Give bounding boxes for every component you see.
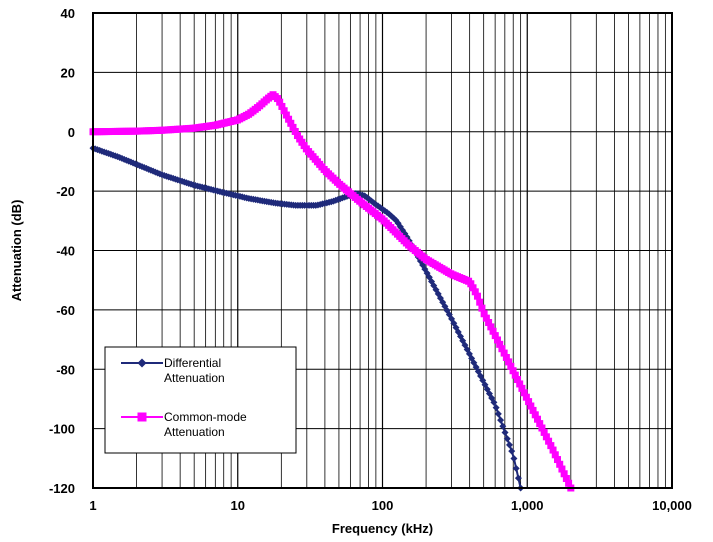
marker-common-mode [565,479,573,487]
marker-common-mode [547,442,555,450]
legend-marker-common-mode [137,412,147,422]
marker-common-mode [280,107,288,115]
marker-common-mode [487,323,495,331]
marker-differential [505,441,513,449]
y-tick-label: -80 [56,362,75,377]
marker-common-mode [480,310,488,318]
marker-differential [497,416,505,424]
marker-common-mode [509,367,517,375]
marker-common-mode [276,98,284,106]
legend-box [104,346,297,454]
marker-common-mode [467,280,475,288]
marker-common-mode [562,475,570,483]
marker-common-mode [485,319,493,327]
marker-common-mode [507,362,515,370]
legend-label-differential-line2: Attenuation [164,371,225,385]
marker-common-mode [549,446,557,454]
marker-common-mode [536,420,544,428]
x-axis-title: Frequency (kHz) [332,521,433,536]
y-tick-label: -120 [49,481,75,496]
marker-common-mode [476,298,484,306]
series-common-mode [89,91,575,492]
y-tick-label: 0 [68,125,75,140]
marker-differential [499,422,507,430]
marker-differential [492,404,500,412]
marker-common-mode [498,345,506,353]
y-tick-label: -40 [56,244,75,259]
legend-label-differential-line1: Differential [164,356,221,370]
y-tick-label: 20 [61,65,75,80]
legend-label-common-mode-line1: Common-mode [164,410,247,424]
marker-common-mode [540,428,548,436]
marker-common-mode [493,336,501,344]
marker-common-mode [491,332,499,340]
series-layer [89,91,575,492]
marker-common-mode [518,384,526,392]
marker-common-mode [500,349,508,357]
marker-common-mode [482,314,490,322]
marker-common-mode [282,111,290,119]
marker-common-mode [513,376,521,384]
legend-label-common-mode-line2: Attenuation [164,425,225,439]
marker-common-mode [287,119,295,127]
marker-common-mode [560,470,568,478]
marker-common-mode [558,465,566,473]
marker-common-mode [527,402,535,410]
marker-common-mode [516,380,524,388]
marker-common-mode [273,95,281,103]
marker-common-mode [505,358,513,366]
marker-common-mode [538,424,546,432]
marker-common-mode [551,451,559,459]
y-tick-label: -60 [56,303,75,318]
marker-differential [508,447,516,455]
marker-differential [490,398,498,406]
marker-common-mode [489,327,497,335]
marker-common-mode [478,304,486,312]
marker-common-mode [533,415,541,423]
marker-common-mode [285,115,293,123]
marker-common-mode [291,127,299,135]
marker-differential [512,464,520,472]
marker-common-mode [542,433,550,441]
marker-differential [514,474,522,482]
marker-common-mode [289,123,297,131]
legend-marker-differential [137,358,147,368]
series-differential [89,144,525,492]
marker-common-mode [496,340,504,348]
marker-differential [494,410,502,418]
x-tick-label: 10 [231,498,245,513]
marker-common-mode [473,292,481,300]
marker-common-mode [545,437,553,445]
plot-area-frame [92,12,673,489]
marker-differential [510,455,518,463]
legend: Differential Attenuation Common-mode Att… [104,346,297,454]
y-axis-tick-labels: 40 20 0 -20 -40 -60 -80 -100 -120 [49,6,75,496]
marker-common-mode [520,389,528,397]
marker-common-mode [531,411,539,419]
marker-differential [501,428,509,436]
marker-differential [503,435,511,443]
x-axis-tick-labels: 1 10 100 1,000 10,000 [89,498,692,513]
marker-common-mode [529,406,537,414]
x-tick-label: 1,000 [511,498,544,513]
marker-common-mode [511,371,519,379]
marker-common-mode [522,393,530,401]
y-tick-label: -20 [56,184,75,199]
y-tick-label: -100 [49,422,75,437]
marker-common-mode [553,456,561,464]
y-axis-title: Attenuation (dB) [9,200,24,302]
marker-common-mode [469,284,477,292]
x-tick-label: 10,000 [652,498,692,513]
x-tick-label: 1 [89,498,96,513]
x-tick-label: 100 [372,498,394,513]
marker-common-mode [556,460,564,468]
marker-common-mode [471,288,479,296]
marker-common-mode [502,353,510,361]
y-tick-label: 40 [61,6,75,21]
marker-common-mode [278,102,286,110]
marker-common-mode [525,398,533,406]
